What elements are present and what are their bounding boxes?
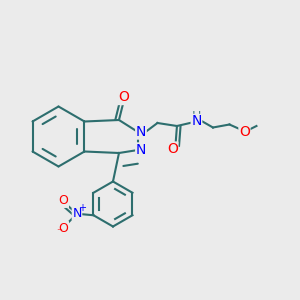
Text: +: + [78,203,86,213]
Text: O: O [118,91,129,104]
Text: ⁻: ⁻ [57,227,62,237]
Text: N: N [72,207,82,220]
Text: O: O [58,194,68,207]
Text: O: O [58,222,68,235]
Text: O: O [167,142,178,156]
Text: H: H [192,110,201,124]
Text: N: N [136,143,146,157]
Text: O: O [239,125,250,139]
Text: N: N [136,125,146,139]
Text: N: N [191,115,202,128]
